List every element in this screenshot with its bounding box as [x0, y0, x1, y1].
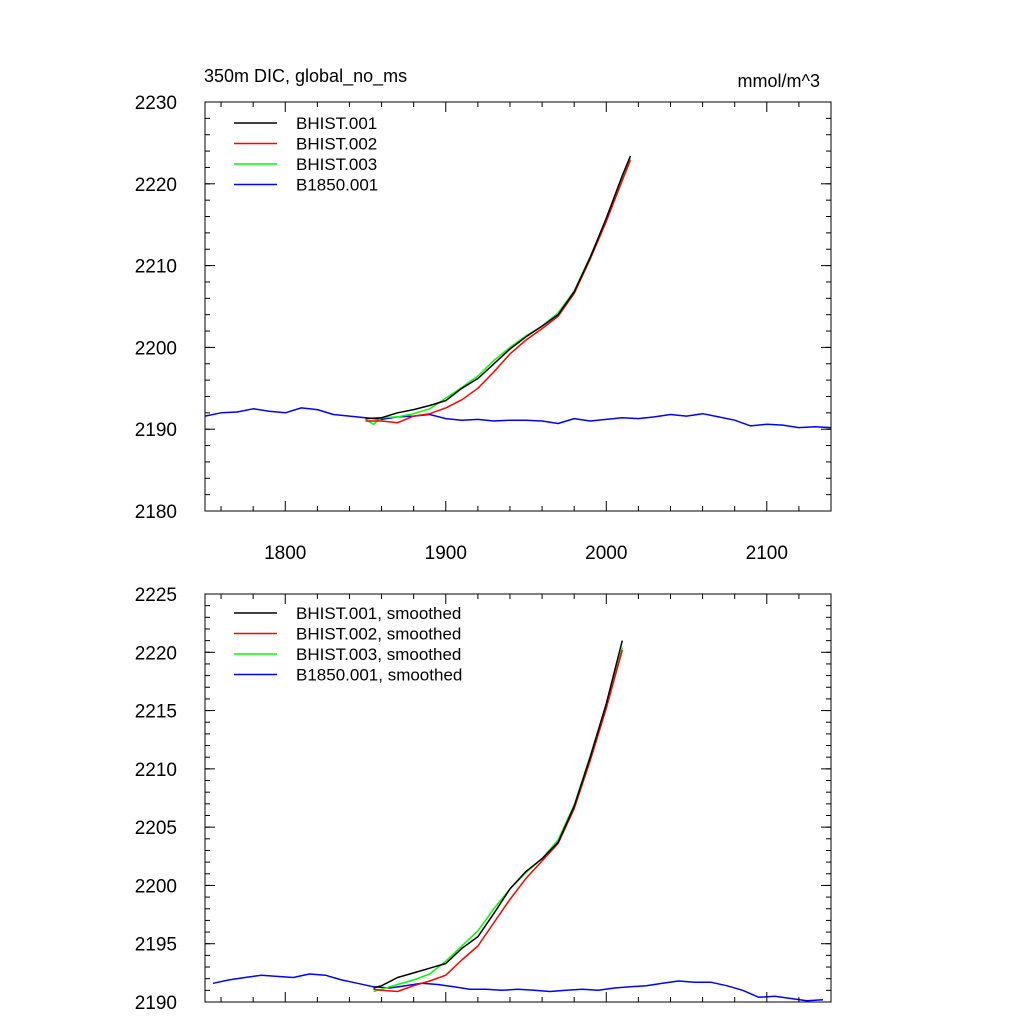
bottom-series-line-bhist-002-smoothed: [373, 649, 624, 993]
top-series-lines: [204, 155, 832, 429]
bottom-legend: BHIST.001, smoothed BHIST.002, smoothedBH…: [234, 604, 462, 685]
bottom-series-line-b1850-001-smoothed: [212, 973, 824, 1002]
panel-bottom: 2190 2195 2200 2205 2210 2215 2220 2225 BHIST.0…: [135, 585, 832, 1014]
bottom-tick-labels: 2190 2195 2200 2205 2210 2215 2220 2225: [135, 585, 177, 1014]
top-series-line-bhist-002: [365, 159, 632, 424]
bottom-plot-frame: [204, 593, 832, 1003]
top-legend-label: BHIST.002: [296, 135, 377, 154]
bottom-ytick-label: 2205: [135, 818, 177, 839]
top-ytick-label: 2200: [135, 338, 177, 359]
top-series-line-b1850-001: [204, 407, 832, 429]
bottom-ytick-label: 2215: [135, 702, 177, 723]
bottom-legend-label: BHIST.001, smoothed: [296, 604, 461, 623]
bottom-ytick-label: 2195: [135, 935, 177, 956]
bottom-ytick-label: 2190: [135, 993, 177, 1014]
top-ytick-label: 2210: [135, 257, 177, 278]
top-xtick-label: 1900: [425, 543, 467, 564]
top-ytick-label: 2230: [135, 93, 177, 114]
bottom-series-lines: [212, 640, 824, 1002]
top-ytick-label: 2180: [135, 502, 177, 523]
top-tick-labels: 2180 2190 2200 2210 2220 2230 1800 1900 2000 2100: [135, 93, 788, 564]
bottom-legend-label: B1850.001, smoothed: [296, 666, 462, 685]
chart-title: 350m DIC, global_no_ms: [204, 66, 407, 87]
bottom-axis-ticks: [205, 593, 832, 1003]
top-legend-label: BHIST.001: [296, 114, 377, 133]
top-series-line-bhist-001: [365, 155, 632, 420]
top-xtick-label: 1800: [264, 543, 306, 564]
top-legend-label: BHIST.003: [296, 155, 377, 174]
bottom-ytick-label: 2200: [135, 876, 177, 897]
top-series-line-bhist-003: [365, 158, 632, 426]
top-xtick-label: 2000: [585, 543, 627, 564]
units-label: mmol/m^3: [738, 71, 820, 91]
bottom-legend-label: BHIST.002, smoothed: [296, 625, 461, 644]
top-xtick-label: 2100: [746, 543, 788, 564]
bottom-ytick-label: 2225: [135, 585, 177, 606]
top-legend-label: B1850.001: [296, 176, 378, 195]
bottom-series-line-bhist-001-smoothed: [373, 640, 624, 989]
bottom-ytick-label: 2210: [135, 760, 177, 781]
top-ytick-label: 2190: [135, 420, 177, 441]
bottom-legend-label: BHIST.003, smoothed: [296, 645, 461, 664]
top-plot-frame: [204, 101, 832, 512]
bottom-ytick-label: 2220: [135, 643, 177, 664]
top-ytick-label: 2220: [135, 175, 177, 196]
panel-top: 2180 2190 2200 2210 2220 2230 1800 1900 2000 2100…: [135, 93, 832, 564]
bottom-series-line-bhist-003-smoothed: [373, 647, 624, 993]
